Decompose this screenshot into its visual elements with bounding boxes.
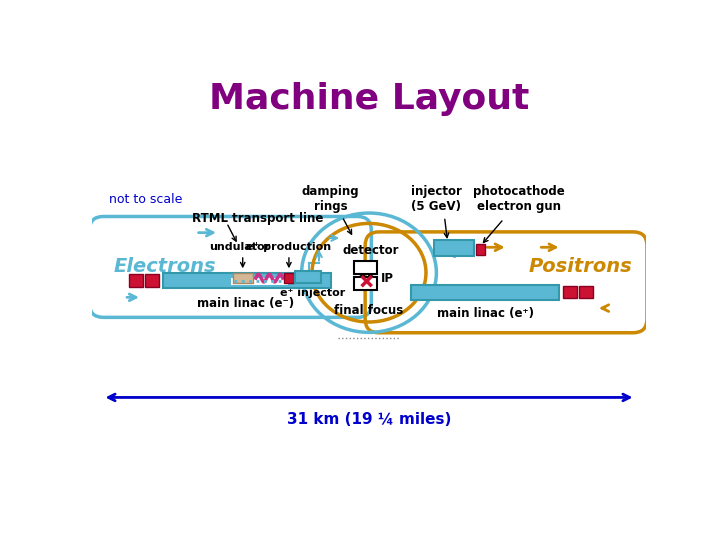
FancyBboxPatch shape xyxy=(563,286,577,298)
Text: damping
rings: damping rings xyxy=(302,185,359,213)
FancyBboxPatch shape xyxy=(354,278,377,291)
Text: RTML transport line: RTML transport line xyxy=(192,212,323,225)
Text: e⁺ injector: e⁺ injector xyxy=(280,288,346,298)
FancyBboxPatch shape xyxy=(163,273,330,288)
FancyBboxPatch shape xyxy=(579,286,593,298)
Text: Electrons: Electrons xyxy=(114,257,216,276)
FancyBboxPatch shape xyxy=(476,244,485,255)
FancyBboxPatch shape xyxy=(434,240,474,256)
FancyBboxPatch shape xyxy=(354,261,377,274)
FancyBboxPatch shape xyxy=(129,274,143,287)
FancyBboxPatch shape xyxy=(411,285,559,300)
Text: main linac (e⁻): main linac (e⁻) xyxy=(197,298,294,310)
Text: IP: IP xyxy=(381,272,394,285)
Text: undulator: undulator xyxy=(209,242,270,252)
Text: Positrons: Positrons xyxy=(529,257,633,276)
FancyBboxPatch shape xyxy=(284,273,294,283)
Text: photocathode
electron gun: photocathode electron gun xyxy=(473,185,565,213)
Text: not to scale: not to scale xyxy=(109,193,182,206)
Text: final focus: final focus xyxy=(334,303,404,316)
FancyBboxPatch shape xyxy=(233,273,253,284)
FancyBboxPatch shape xyxy=(145,274,159,287)
Text: main linac (e⁺): main linac (e⁺) xyxy=(437,307,534,320)
Text: Machine Layout: Machine Layout xyxy=(209,83,529,117)
Text: detector: detector xyxy=(342,244,399,256)
Text: 31 km (19 ¼ miles): 31 km (19 ¼ miles) xyxy=(287,411,451,427)
Text: injector
(5 GeV): injector (5 GeV) xyxy=(410,185,462,213)
Text: e⁺ production: e⁺ production xyxy=(246,242,331,252)
FancyBboxPatch shape xyxy=(295,271,321,284)
